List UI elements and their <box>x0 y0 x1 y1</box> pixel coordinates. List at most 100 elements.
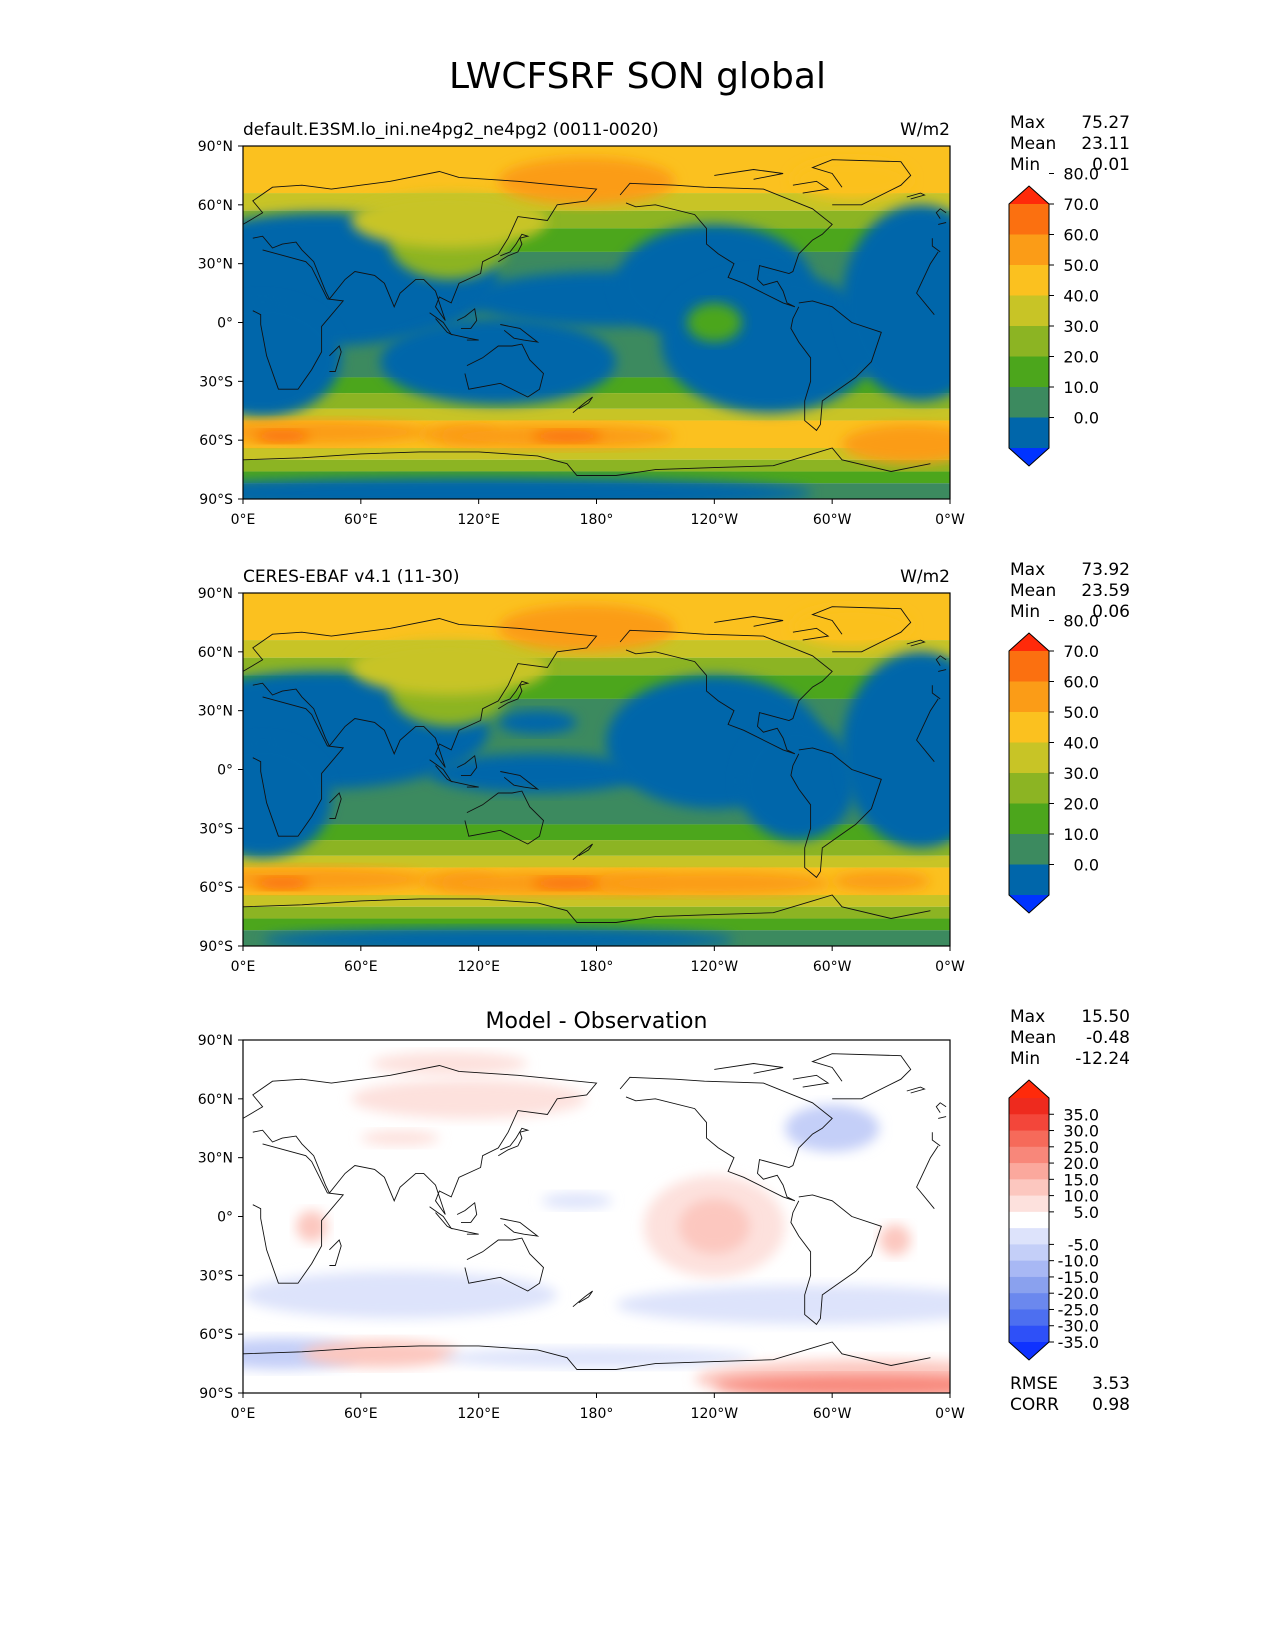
lon-tick-label: 0°W <box>935 512 965 528</box>
colorbar-segment <box>1009 234 1049 266</box>
colorbar-segment <box>1009 295 1049 327</box>
lat-tick-label: 30°N <box>198 704 233 720</box>
lon-tick-label: 0°W <box>935 1406 965 1422</box>
lon-tick-label: 60°W <box>813 512 852 528</box>
colorbar: 0.0 10.0 20.0 30.0 40.0 50.0 60.0 70.0 80.0 <box>1008 165 1099 467</box>
colorbar-tick-label: 80.0 <box>1063 612 1099 631</box>
lon-tick-label: 120°E <box>457 512 500 528</box>
lon-tick-label: 120°W <box>691 959 739 975</box>
colorbar-segment <box>1009 356 1049 388</box>
colorbar-tick-label: 0.0 <box>1074 409 1099 428</box>
coastline <box>938 1116 947 1119</box>
colorbar-tick-label: -30.0 <box>1058 1317 1099 1336</box>
field-band <box>243 459 950 472</box>
map-panel-3: Model - Observation 90°N 60°N 30°N 0° 30°S 60°… <box>198 1007 1130 1422</box>
colorbar-tick-label: 20.0 <box>1063 795 1099 814</box>
coastline <box>498 680 530 710</box>
polar-low <box>262 928 734 946</box>
field-band <box>243 840 950 856</box>
colorbar-tick-label: 60.0 <box>1063 226 1099 245</box>
stat-value: 15.50 <box>1081 1007 1130 1027</box>
colorbar-tick-label: 20.0 <box>1063 348 1099 367</box>
lon-tick-label: 120°E <box>457 959 500 975</box>
coastline <box>916 1145 939 1209</box>
coastline <box>451 780 479 788</box>
coastline <box>790 1194 882 1326</box>
lon-tick-label: 120°E <box>457 1406 500 1422</box>
coastline <box>243 1341 931 1370</box>
coastline <box>931 685 941 700</box>
lat-tick-label: 30°S <box>199 821 233 837</box>
colorbar-tick-label: 30.0 <box>1063 764 1099 783</box>
colorbar-segment <box>1009 681 1049 713</box>
subtropical-low <box>737 722 856 841</box>
colorbar-segment <box>1009 1195 1049 1213</box>
colorbar-segment <box>1009 265 1049 296</box>
coastline <box>243 447 931 476</box>
colorbar-tick-label: -25.0 <box>1058 1300 1099 1319</box>
colorbar-segment <box>1009 1098 1049 1115</box>
colorbar-segment <box>1009 1309 1049 1327</box>
panel-center-title: Model - Observation <box>486 1009 708 1034</box>
stat-value: 0.98 <box>1092 1395 1130 1415</box>
colorbar-segment <box>1009 1179 1049 1197</box>
coastline <box>464 1237 544 1292</box>
colorbar-segment <box>1009 1163 1049 1180</box>
lon-tick-label: 0°E <box>231 1406 256 1422</box>
coastline <box>252 696 345 837</box>
lon-tick-label: 120°W <box>691 1406 739 1422</box>
coastline <box>252 1143 345 1284</box>
stat-label: Mean <box>1010 581 1056 601</box>
coastline <box>464 790 544 845</box>
arctic-max <box>498 604 676 652</box>
stat-label: Mean <box>1010 1028 1056 1048</box>
coastline <box>935 208 947 219</box>
stat-label: Min <box>1010 1049 1040 1069</box>
colorbar-tick-label: 40.0 <box>1063 734 1099 753</box>
field-band <box>243 906 950 919</box>
field-layer <box>243 146 950 499</box>
lon-tick-label: 180° <box>580 1406 614 1422</box>
coastline <box>498 233 530 263</box>
coastline <box>790 300 882 432</box>
figure-title: LWCFSRF SON global <box>449 56 826 97</box>
coastline <box>456 307 478 329</box>
stat-value: 73.92 <box>1081 560 1130 580</box>
colorbar-segment <box>1009 1260 1049 1278</box>
coastline <box>243 1065 598 1215</box>
stat-value: -12.24 <box>1075 1049 1130 1069</box>
colorbar-segment <box>1009 864 1049 896</box>
subtropical-low <box>842 651 950 848</box>
colorbar-segment <box>1009 1325 1049 1343</box>
colorbar-tick-label: 60.0 <box>1063 673 1099 692</box>
coastline <box>714 616 784 627</box>
coastline <box>906 639 926 647</box>
colorbar-tick-label: 80.0 <box>1063 165 1099 184</box>
lon-tick-label: 0°W <box>935 959 965 975</box>
diff-patch <box>370 1051 528 1076</box>
coastline <box>790 747 882 879</box>
colorbar-tick-label: 70.0 <box>1063 195 1099 214</box>
lat-tick-label: 60°S <box>199 433 233 449</box>
stat-label: CORR <box>1010 1395 1059 1415</box>
colorbar-tick-label: 30.0 <box>1063 1122 1099 1141</box>
coastline <box>329 1239 342 1266</box>
lat-tick-label: 60°S <box>199 880 233 896</box>
field-background <box>243 1040 950 1393</box>
colorbar-segment <box>1009 1146 1049 1164</box>
colorbar-segment <box>1009 417 1049 449</box>
lat-tick-label: 90°S <box>199 492 233 508</box>
coastline <box>906 1086 926 1094</box>
colorbar-tick-label: 50.0 <box>1063 703 1099 722</box>
southern-ocean-max <box>832 871 931 892</box>
colorbar-segment <box>1009 1244 1049 1262</box>
coastline <box>451 333 479 341</box>
colorbar-tick-label: 40.0 <box>1063 287 1099 306</box>
coastline <box>906 192 926 200</box>
diff-patch <box>296 1210 328 1242</box>
field-layer <box>243 1040 950 1393</box>
diff-patch <box>439 1347 754 1368</box>
lon-tick-label: 0°E <box>231 512 256 528</box>
lon-tick-label: 60°E <box>344 959 378 975</box>
map-panel-2: CERES-EBAF v4.1 (11-30) W/m2 90°N 60°N 30°N 0… <box>198 560 1130 975</box>
